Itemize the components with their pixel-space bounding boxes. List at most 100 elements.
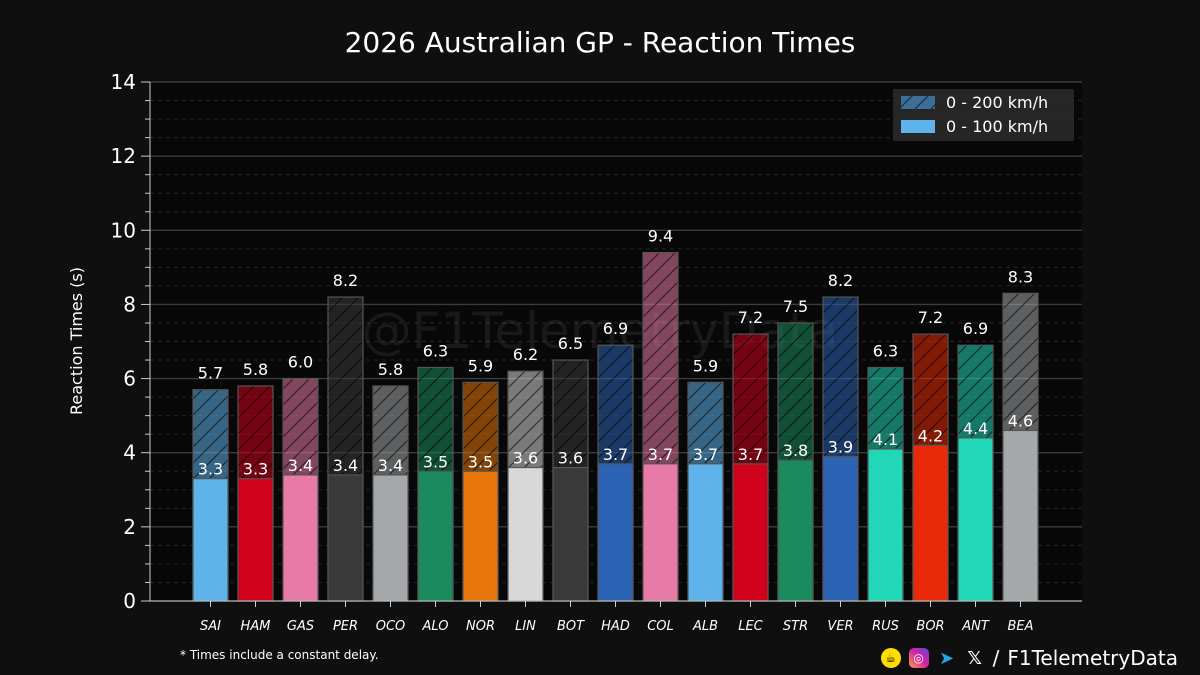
data-label-0-200: 6.3 (423, 341, 448, 360)
footnote: * Times include a constant delay. (180, 648, 379, 662)
data-label-0-100: 3.3 (243, 460, 268, 479)
data-label-0-200: 5.8 (243, 360, 268, 379)
y-tick-label: 10 (111, 218, 136, 242)
chart-title: 2026 Australian GP - Reaction Times (344, 26, 856, 59)
bar-0-100-oco (373, 474, 408, 601)
data-label-0-100: 3.7 (693, 445, 718, 464)
credits-separator: / (992, 646, 1000, 670)
x-tick-label: RUS (872, 619, 899, 634)
x-tick-label: ALO (422, 619, 449, 634)
x-tick-label: OCO (376, 619, 406, 634)
data-label-0-200: 7.5 (783, 297, 808, 316)
legend-swatch-0-100 (901, 120, 935, 133)
data-label-0-200: 8.3 (1008, 267, 1033, 286)
credits-handle[interactable]: F1TelemetryData (1007, 646, 1178, 670)
data-label-0-100: 3.9 (828, 437, 853, 456)
y-tick-label: 0 (123, 589, 136, 613)
data-label-0-100: 4.6 (1008, 411, 1033, 430)
data-label-0-100: 3.5 (423, 452, 448, 471)
bar-0-100-bor (913, 445, 948, 601)
bar-0-100-alb (688, 463, 723, 601)
y-tick-label: 12 (111, 144, 136, 168)
x-tick-label: BEA (1007, 619, 1033, 634)
data-label-0-200: 5.7 (198, 364, 223, 383)
bar-0-100-lec (733, 463, 768, 601)
bar-0-100-ant (958, 437, 993, 601)
data-label-0-100: 4.4 (963, 419, 988, 438)
x-tick-label: HAD (601, 619, 630, 634)
x-icon[interactable]: 𝕏 (967, 647, 982, 669)
data-label-0-200: 7.2 (738, 308, 763, 327)
y-tick-label: 6 (123, 367, 136, 391)
x-tick-label: VER (827, 619, 853, 634)
data-label-0-200: 6.0 (288, 353, 313, 372)
data-label-0-200: 6.5 (558, 334, 583, 353)
data-label-0-100: 3.7 (603, 445, 628, 464)
x-tick-label: HAM (241, 619, 271, 634)
y-axis-label: Reaction Times (s) (67, 267, 86, 415)
y-tick-label: 14 (111, 70, 136, 94)
bar-0-100-rus (868, 449, 903, 601)
data-label-0-200: 6.3 (873, 341, 898, 360)
y-tick-label: 4 (123, 441, 136, 465)
bar-0-100-nor (463, 471, 498, 601)
bar-0-100-per (328, 474, 363, 601)
bar-0-100-ver (823, 456, 858, 601)
bar-0-100-bea (1003, 430, 1038, 601)
data-label-0-200: 8.2 (333, 271, 358, 290)
bar-0-100-lin (508, 467, 543, 601)
legend-swatch-hatch (901, 96, 935, 109)
data-label-0-100: 3.8 (783, 441, 808, 460)
x-tick-label: NOR (466, 619, 495, 634)
data-label-0-100: 3.4 (333, 456, 358, 475)
x-tick-label: LEC (738, 619, 763, 634)
data-label-0-100: 3.7 (738, 445, 763, 464)
data-label-0-100: 3.4 (288, 456, 313, 475)
data-label-0-100: 3.6 (513, 449, 538, 468)
x-tick-label: PER (333, 619, 358, 634)
x-tick-label: ALB (692, 619, 718, 634)
bar-0-100-ham (238, 478, 273, 601)
x-tick-label: BOT (557, 619, 585, 634)
x-tick-label: GAS (287, 619, 314, 634)
data-label-0-200: 7.2 (918, 308, 943, 327)
data-label-0-100: 3.6 (558, 449, 583, 468)
bar-0-100-gas (283, 474, 318, 601)
x-tick-label: BOR (916, 619, 944, 634)
bar-0-100-col (643, 463, 678, 601)
x-tick-label: LIN (515, 619, 536, 634)
data-label-0-100: 4.1 (873, 430, 898, 449)
x-tick-label: COL (647, 619, 674, 634)
data-label-0-100: 3.3 (198, 460, 223, 479)
x-tick-label: ANT (961, 619, 990, 634)
legend-box (893, 89, 1074, 141)
data-label-0-100: 3.5 (468, 452, 493, 471)
data-label-0-200: 6.9 (963, 319, 988, 338)
data-label-0-200: 5.9 (693, 356, 718, 375)
legend-label-0-200: 0 - 200 km/h (946, 93, 1048, 112)
bar-0-100-str (778, 460, 813, 601)
data-label-0-200: 6.2 (513, 345, 538, 364)
legend-label-0-100: 0 - 100 km/h (946, 117, 1048, 136)
x-tick-label: SAI (200, 619, 221, 634)
bar-0-100-sai (193, 478, 228, 601)
data-label-0-200: 6.9 (603, 319, 628, 338)
buymeacoffee-icon[interactable]: ☕ (880, 648, 901, 668)
data-label-0-200: 8.2 (828, 271, 853, 290)
y-tick-label: 2 (123, 515, 136, 539)
credits: ☕ ◎ ➤ 𝕏 / F1TelemetryData (880, 646, 1178, 670)
x-tick-label: STR (783, 619, 808, 634)
bar-0-100-bot (553, 467, 588, 601)
data-label-0-100: 3.7 (648, 445, 673, 464)
telegram-icon[interactable]: ➤ (939, 647, 955, 669)
bar-0-100-had (598, 463, 633, 601)
data-label-0-100: 4.2 (918, 426, 943, 445)
instagram-icon[interactable]: ◎ (908, 648, 929, 668)
data-label-0-200: 5.8 (378, 360, 403, 379)
data-label-0-100: 3.4 (378, 456, 403, 475)
bar-0-100-alo (418, 471, 453, 601)
data-label-0-200: 5.9 (468, 356, 493, 375)
y-tick-label: 8 (123, 292, 136, 316)
data-label-0-200: 9.4 (648, 227, 673, 246)
